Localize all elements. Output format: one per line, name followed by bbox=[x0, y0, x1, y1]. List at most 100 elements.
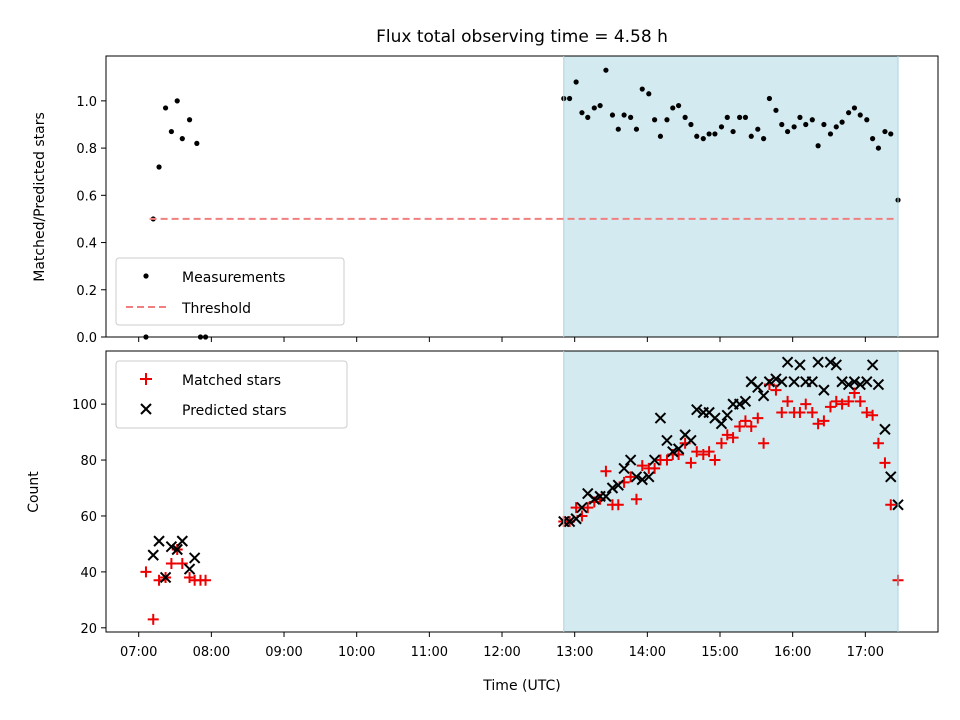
data-point-measurement bbox=[797, 114, 803, 120]
data-point-predicted bbox=[770, 373, 782, 385]
legend-box-bottom bbox=[115, 360, 348, 429]
marks-bottom bbox=[140, 356, 904, 625]
data-point-measurement bbox=[809, 117, 815, 123]
data-point-measurement bbox=[633, 126, 640, 132]
data-point-predicted bbox=[147, 549, 159, 561]
x-tick-label: 07:00 bbox=[120, 645, 157, 660]
data-point-measurement bbox=[742, 114, 749, 120]
data-point-measurement bbox=[761, 136, 767, 142]
data-point-matched bbox=[776, 407, 788, 419]
data-point-predicted bbox=[600, 490, 612, 503]
data-point-measurement bbox=[688, 121, 694, 128]
data-point-measurement bbox=[639, 86, 645, 92]
y-tick-label: 0.8 bbox=[76, 142, 97, 157]
y-tick-label: 0.4 bbox=[76, 237, 97, 252]
data-point-predicted bbox=[830, 359, 842, 371]
legend-label-measurements: Measurements bbox=[182, 270, 285, 286]
data-point-predicted bbox=[570, 513, 582, 525]
data-point-matched bbox=[782, 395, 794, 407]
data-point-matched bbox=[830, 395, 842, 407]
data-point-matched bbox=[140, 566, 152, 578]
data-point-matched bbox=[800, 398, 812, 410]
data-point-matched bbox=[752, 412, 764, 424]
data-point-measurement bbox=[585, 114, 591, 120]
data-point-measurement bbox=[162, 105, 169, 111]
legend-label-threshold: Threshold bbox=[181, 301, 251, 317]
data-point-measurement bbox=[773, 107, 779, 113]
data-point-measurement bbox=[156, 164, 162, 170]
data-point-matched bbox=[200, 574, 212, 586]
data-point-matched bbox=[848, 387, 860, 399]
data-point-measurement bbox=[646, 91, 652, 97]
data-point-predicted bbox=[836, 376, 848, 388]
data-point-predicted bbox=[159, 571, 172, 584]
data-point-predicted bbox=[752, 381, 764, 394]
data-point-measurement bbox=[857, 112, 863, 118]
data-point-measurement bbox=[791, 124, 797, 130]
legend-marker-predicted bbox=[140, 403, 152, 415]
data-point-measurement bbox=[566, 95, 573, 102]
data-point-predicted bbox=[654, 412, 667, 424]
data-point-matched bbox=[879, 457, 891, 469]
legend-marker-matched bbox=[140, 373, 152, 385]
data-point-predicted bbox=[739, 395, 752, 408]
data-point-measurement bbox=[724, 114, 730, 120]
data-point-measurement bbox=[609, 112, 616, 118]
ticks-top: 0.0 0.2 0.4 0.6 0.8 1.0 bbox=[76, 95, 866, 346]
data-point-matched bbox=[872, 437, 884, 449]
data-point-measurement bbox=[615, 126, 621, 132]
data-point-measurement bbox=[621, 112, 627, 118]
data-point-matched bbox=[582, 502, 594, 514]
data-point-predicted bbox=[563, 515, 576, 528]
data-point-measurement bbox=[591, 105, 597, 111]
data-point-matched bbox=[812, 418, 824, 430]
x-tick-label: 13:00 bbox=[556, 645, 593, 660]
data-point-measurement bbox=[657, 133, 664, 139]
data-point-matched bbox=[685, 457, 697, 469]
data-point-predicted bbox=[879, 423, 891, 435]
data-point-measurement bbox=[821, 121, 827, 128]
y-tick-label: 60 bbox=[80, 510, 97, 525]
data-point-measurement bbox=[784, 128, 791, 135]
y-tick-label: 0.2 bbox=[76, 284, 97, 299]
data-point-matched bbox=[758, 437, 770, 449]
data-point-predicted bbox=[171, 543, 183, 556]
data-point-predicted bbox=[672, 443, 685, 455]
data-point-measurement bbox=[827, 131, 834, 137]
data-point-measurement bbox=[712, 131, 718, 137]
data-point-predicted bbox=[788, 376, 800, 388]
data-point-predicted bbox=[715, 417, 728, 430]
y-tick-label: 0.0 bbox=[76, 331, 97, 346]
data-point-measurement bbox=[851, 105, 858, 111]
data-point-predicted bbox=[824, 356, 837, 368]
data-point-measurement bbox=[870, 136, 876, 142]
x-tick-label: 12:00 bbox=[483, 645, 520, 660]
ticks-bottom: 20 40 60 80 100 07:00 08:00 09:00 10:00 11:00 12:0… bbox=[72, 398, 884, 660]
data-point-predicted bbox=[153, 535, 165, 547]
x-tick-label: 10:00 bbox=[338, 645, 375, 660]
data-point-predicted bbox=[818, 384, 830, 396]
data-point-matched bbox=[818, 415, 830, 427]
data-point-measurement bbox=[888, 131, 894, 137]
data-point-matched bbox=[824, 401, 836, 413]
data-point-predicted bbox=[848, 376, 861, 388]
data-point-matched bbox=[636, 460, 648, 472]
data-point-predicted bbox=[691, 404, 703, 416]
data-point-predicted bbox=[188, 552, 201, 564]
data-point-matched bbox=[843, 395, 855, 407]
data-point-predicted bbox=[794, 359, 806, 371]
data-point-measurement bbox=[803, 121, 809, 128]
data-point-predicted bbox=[165, 541, 178, 553]
data-point-measurement bbox=[815, 143, 821, 149]
data-point-predicted bbox=[721, 409, 733, 422]
data-point-matched bbox=[806, 407, 818, 419]
data-point-measurement bbox=[864, 117, 870, 123]
data-point-measurement bbox=[882, 128, 888, 135]
panel-count: 20 40 60 80 100 07:00 08:00 09:00 10:00 11:00 12:0… bbox=[26, 350, 939, 694]
data-point-predicted bbox=[643, 471, 655, 483]
data-point-predicted bbox=[636, 473, 648, 486]
data-point-matched bbox=[600, 465, 612, 477]
data-point-predicted bbox=[648, 454, 661, 466]
data-point-predicted bbox=[861, 376, 873, 388]
marks-top bbox=[143, 67, 901, 340]
